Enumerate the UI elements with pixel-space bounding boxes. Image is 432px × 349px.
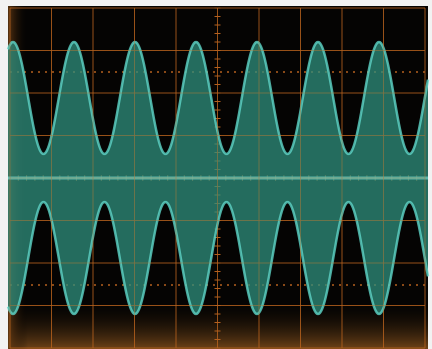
- waveform: [6, 7, 430, 349]
- envelope-edge: [6, 40, 430, 156]
- envelope-edge: [6, 200, 430, 316]
